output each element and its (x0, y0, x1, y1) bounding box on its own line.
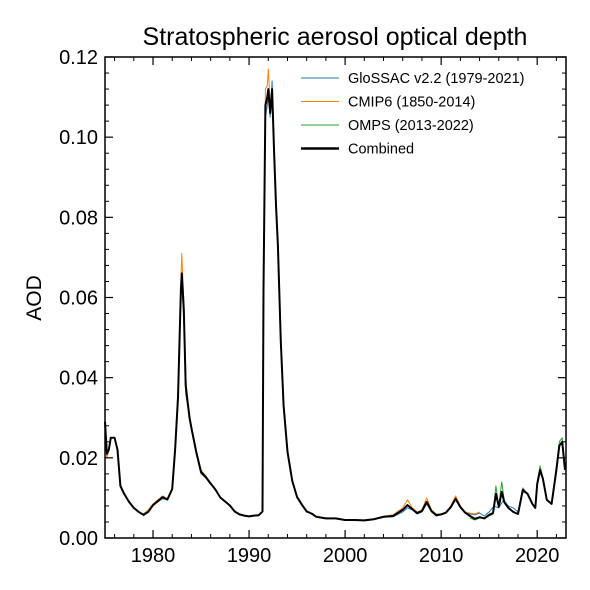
y-tick-label: 0.12 (59, 47, 98, 69)
legend-label-4: Combined (348, 142, 414, 158)
chart-title: Stratospheric aerosol optical depth (143, 23, 528, 51)
y-tick-label: 0.04 (59, 368, 98, 390)
series-line-4 (104, 88, 566, 522)
y-tick-label: 0.00 (59, 528, 98, 550)
legend-label-1: GloSSAC v2.2 (1979-2021) (348, 71, 525, 87)
x-tick-label: 2000 (323, 545, 368, 567)
y-tick-label: 0.10 (59, 127, 98, 149)
x-tick-label: 1990 (227, 545, 272, 567)
plot-frame (104, 56, 567, 539)
y-tick-label: 0.06 (59, 288, 98, 310)
legend-label-3: OMPS (2013-2022) (348, 118, 474, 134)
y-tick-label: 0.08 (59, 207, 98, 229)
y-tick-label: 0.02 (59, 448, 98, 470)
legend: GloSSAC v2.2 (1979-2021) CMIP6 (1850-2014… (301, 71, 525, 158)
y-axis-label: AOD (23, 275, 46, 321)
x-tick-label: 2020 (515, 545, 560, 567)
series-layer (104, 68, 566, 522)
ticks-layer: 0.00 0.02 0.04 0.06 0.08 0.10 0.12 1980 1990 2000… (59, 47, 566, 567)
x-tick-label: 2010 (419, 545, 464, 567)
x-tick-label: 1980 (131, 545, 176, 567)
legend-label-2: CMIP6 (1850-2014) (348, 95, 475, 111)
